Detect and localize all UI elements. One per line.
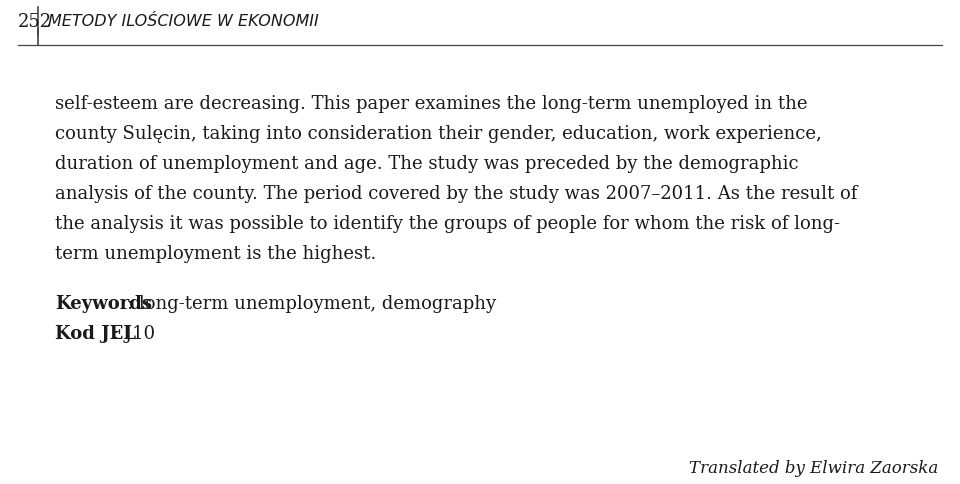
Text: term unemployment is the highest.: term unemployment is the highest. (55, 244, 376, 262)
Text: 252: 252 (18, 13, 52, 31)
Text: Kod JEL: Kod JEL (55, 324, 136, 342)
Text: analysis of the county. The period covered by the study was 2007–2011. As the re: analysis of the county. The period cover… (55, 184, 857, 203)
Text: METODY ILOŚCIOWE W EKONOMII: METODY ILOŚCIOWE W EKONOMII (48, 15, 319, 30)
Text: Keywords: Keywords (55, 294, 152, 312)
Text: the analysis it was possible to identify the groups of people for whom the risk : the analysis it was possible to identify… (55, 214, 840, 232)
Text: : long-term unemployment, demography: : long-term unemployment, demography (127, 294, 496, 312)
Text: duration of unemployment and age. The study was preceded by the demographic: duration of unemployment and age. The st… (55, 155, 799, 173)
Text: : J10: : J10 (113, 324, 156, 342)
Text: self-esteem are decreasing. This paper examines the long-term unemployed in the: self-esteem are decreasing. This paper e… (55, 95, 807, 113)
Text: Translated by Elwira Zaorska: Translated by Elwira Zaorska (688, 459, 938, 476)
Text: county Sulęcin, taking into consideration their gender, education, work experien: county Sulęcin, taking into consideratio… (55, 125, 822, 143)
